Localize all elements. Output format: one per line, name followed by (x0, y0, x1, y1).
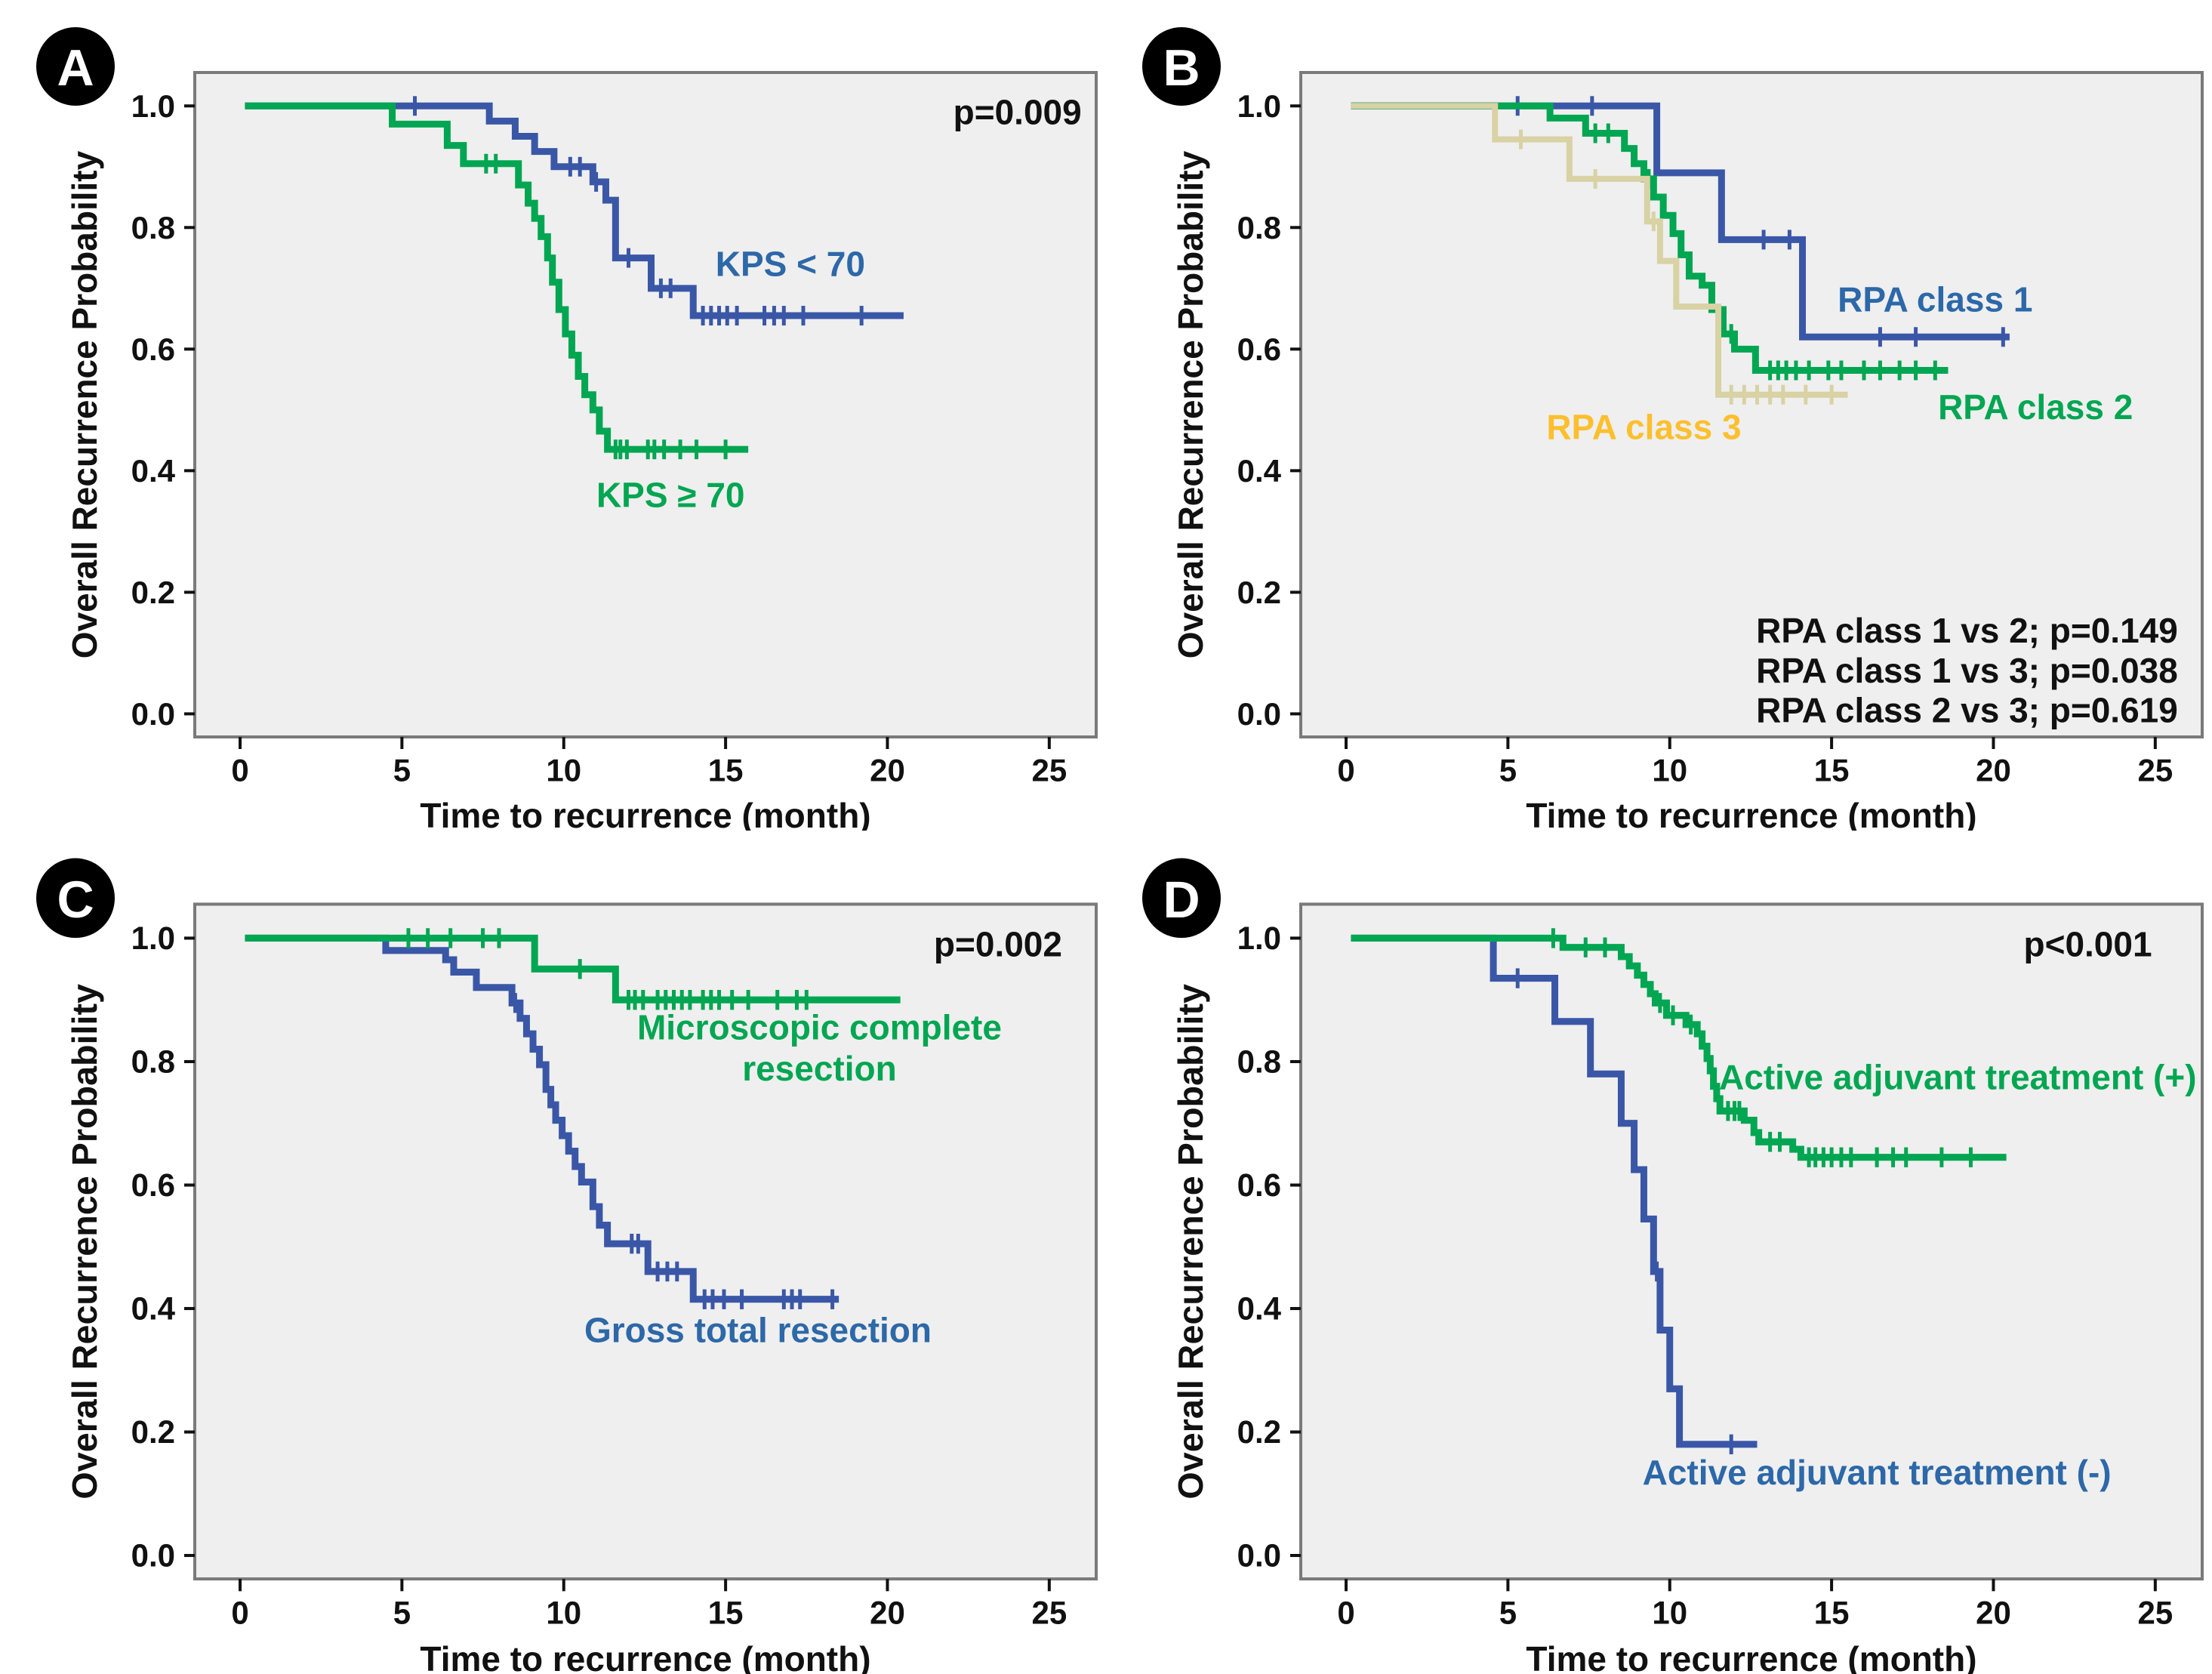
km-curve-rpa-class-2 (1351, 102, 1949, 375)
plot-area (1299, 71, 2204, 738)
km-panel-B: 0.0 0.2 0.4 0.6 0.8 1.0 0 5 10 15 20 25 Overall Recu… (1142, 27, 2204, 831)
x-tick-label: 25 (1031, 753, 1067, 788)
km-curve-gross-total-resection (245, 934, 840, 1303)
series-label: RPA class 2 (1938, 387, 2133, 427)
panel-A: 0.0 0.2 0.4 0.6 0.8 1.0 0 5 10 15 20 25 Overall Recu… (0, 0, 1106, 831)
x-tick-label: 5 (393, 753, 411, 788)
y-axis-title: Overall Recurrence Probability (65, 984, 104, 1500)
x-tick-label: 15 (708, 1595, 744, 1630)
km-curve-kps-70 (245, 102, 904, 319)
y-tick-label: 0.8 (1237, 210, 1281, 245)
series-label: Active adjuvant treatment (-) (1643, 1452, 2112, 1491)
x-tick-label: 10 (1652, 753, 1687, 788)
x-tick-label: 25 (1031, 1595, 1067, 1630)
series-label: RPA class 3 (1546, 407, 1741, 446)
panel-badge-letter: B (1163, 39, 1200, 97)
x-tick-label: 20 (1976, 753, 2011, 788)
y-tick-label: 1.0 (131, 920, 175, 956)
y-tick-label: 0.2 (131, 575, 175, 610)
y-tick-label: 0.0 (1237, 1537, 1281, 1573)
y-tick-label: 0.4 (1237, 1290, 1282, 1326)
x-tick-label: 10 (546, 753, 581, 788)
km-curve-kps-70 (245, 102, 749, 453)
y-tick-label: 0.6 (131, 1167, 175, 1203)
series-label: KPS ≥ 70 (596, 476, 745, 515)
x-tick-label: 5 (1499, 1595, 1517, 1630)
series-label: KPS < 70 (716, 245, 865, 284)
plot-area (193, 71, 1098, 738)
x-tick-label: 15 (1814, 1595, 1850, 1630)
x-axis-title: Time to recurrence (month) (420, 796, 870, 831)
x-axis-title: Time to recurrence (month) (1526, 796, 1976, 831)
x-tick-label: 20 (1976, 1595, 2011, 1630)
y-tick-label: 0.0 (131, 1537, 175, 1573)
panel-badge-circle (1142, 27, 1221, 106)
y-tick-label: 0.6 (131, 331, 175, 367)
y-tick-label: 0.6 (1237, 1167, 1281, 1203)
y-tick-label: 0.0 (1237, 696, 1281, 732)
x-tick-label: 0 (231, 1595, 248, 1630)
km-panel-D: 0.0 0.2 0.4 0.6 0.8 1.0 0 5 10 15 20 25 Overall Recu… (1142, 858, 2204, 1674)
y-tick-label: 0.2 (1237, 575, 1281, 610)
series-label: Active adjuvant treatment (+) (1719, 1057, 2196, 1096)
panel-badge-circle (1142, 858, 1221, 939)
x-axis-title: Time to recurrence (month) (420, 1639, 870, 1674)
x-tick-label: 20 (870, 753, 905, 788)
x-tick-label: 5 (1499, 753, 1517, 788)
y-tick-label: 0.6 (1237, 331, 1281, 367)
x-tick-label: 0 (1337, 753, 1354, 788)
y-tick-label: 0.2 (131, 1414, 175, 1450)
y-tick-label: 0.8 (131, 1044, 175, 1079)
x-tick-label: 15 (708, 753, 744, 788)
x-tick-label: 0 (231, 753, 248, 788)
x-tick-label: 10 (546, 1595, 581, 1630)
y-tick-label: 0.0 (131, 696, 175, 732)
x-tick-label: 25 (2137, 753, 2173, 788)
p-value-annotation: RPA class 1 vs 3; p=0.038 (1756, 651, 2178, 690)
y-tick-label: 0.2 (1237, 1414, 1281, 1450)
p-value-annotation: RPA class 1 vs 2; p=0.149 (1756, 611, 2178, 650)
panel-C: 0.0 0.2 0.4 0.6 0.8 1.0 0 5 10 15 20 25 Overall Recu… (0, 831, 1106, 1674)
km-curve-active-adjuvant-treatment- (1351, 934, 2007, 1161)
y-tick-label: 1.0 (1237, 920, 1281, 956)
p-value-annotation: p=0.009 (954, 92, 1082, 131)
km-curve-active-adjuvant-treatment- (1351, 934, 1758, 1448)
p-value-annotation: RPA class 2 vs 3; p=0.619 (1756, 691, 2178, 730)
series-label: RPA class 1 (1838, 279, 2032, 319)
x-axis-title: Time to recurrence (month) (1526, 1639, 1976, 1674)
series-label: Microscopic complete resection (637, 1007, 1002, 1088)
panel-badge-letter: C (57, 871, 94, 929)
series-label: Gross total resection (584, 1310, 932, 1349)
panel-badge-letter: A (57, 39, 94, 97)
y-tick-label: 0.8 (131, 210, 175, 245)
panel-B: 0.0 0.2 0.4 0.6 0.8 1.0 0 5 10 15 20 25 Overall Recu… (1106, 0, 2212, 831)
km-curve-rpa-class-1 (1351, 102, 2010, 341)
km-panel-C: 0.0 0.2 0.4 0.6 0.8 1.0 0 5 10 15 20 25 Overall Recu… (36, 858, 1098, 1674)
y-tick-label: 0.8 (1237, 1044, 1281, 1079)
x-tick-label: 10 (1652, 1595, 1687, 1630)
y-tick-label: 0.4 (131, 453, 176, 489)
y-tick-label: 1.0 (1237, 88, 1281, 124)
y-tick-label: 1.0 (131, 88, 175, 124)
p-value-annotation: p<0.001 (2024, 924, 2152, 963)
y-axis-title: Overall Recurrence Probability (1171, 150, 1210, 658)
x-tick-label: 20 (870, 1595, 905, 1630)
km-curve-microscopic-complete-resection (245, 934, 901, 1003)
panel-badge-circle (36, 27, 115, 106)
y-tick-label: 0.4 (1237, 453, 1282, 489)
x-tick-label: 5 (393, 1595, 411, 1630)
x-tick-label: 25 (2137, 1595, 2173, 1630)
plot-area (1299, 902, 2204, 1581)
y-axis-title: Overall Recurrence Probability (1171, 984, 1210, 1500)
y-axis-title: Overall Recurrence Probability (65, 150, 104, 658)
panel-D: 0.0 0.2 0.4 0.6 0.8 1.0 0 5 10 15 20 25 Overall Recu… (1106, 831, 2212, 1674)
panel-badge-circle (36, 858, 115, 939)
x-tick-label: 15 (1814, 753, 1850, 788)
y-tick-label: 0.4 (131, 1290, 176, 1326)
km-panel-A: 0.0 0.2 0.4 0.6 0.8 1.0 0 5 10 15 20 25 Overall Recu… (36, 27, 1098, 831)
panel-badge-letter: D (1163, 871, 1200, 929)
p-value-annotation: p=0.002 (934, 924, 1062, 963)
x-tick-label: 0 (1337, 1595, 1354, 1630)
